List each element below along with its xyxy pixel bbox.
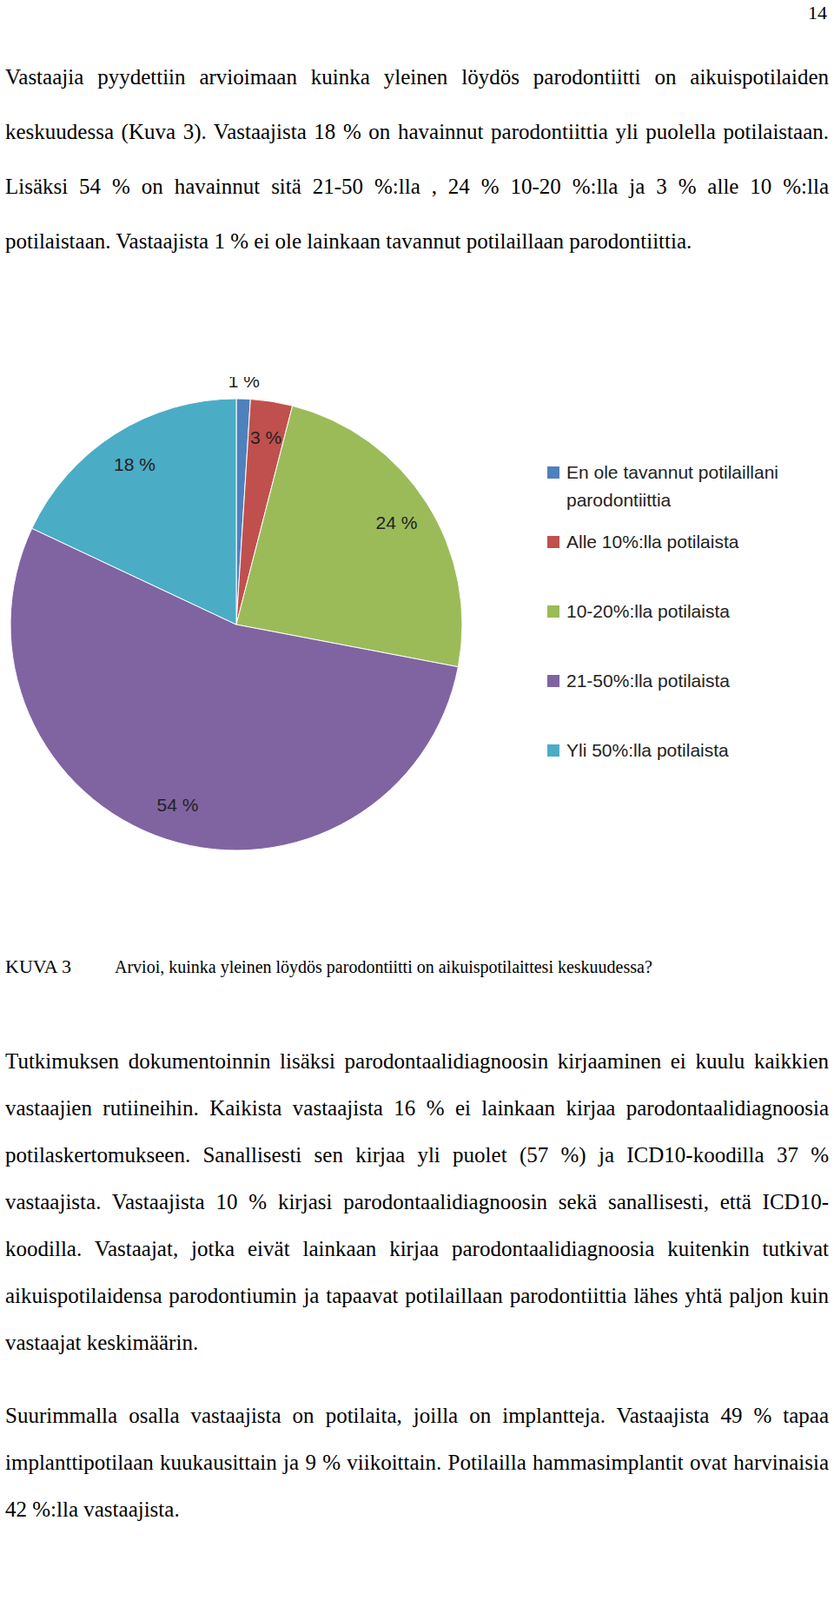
html-text:Vastaajia pyydettiin arvioimaa: Vastaajia pyydettiin arvioimaan kuinka y… <box>5 65 829 253</box>
html-text:Arvioi, kuinka yleinen löydös: Arvioi, kuinka yleinen löydös parodontii… <box>114 957 653 977</box>
html-text:KUVA 3: KUVA 3 <box>5 955 72 978</box>
html-text:14: 14 <box>807 1 828 24</box>
html-text:21-50%:lla potilaista: 21-50%:lla potilaista <box>566 670 730 691</box>
html-text:Alle 10%:lla potilaista: Alle 10%:lla potilaista <box>566 531 739 552</box>
html-text:Yli 50%:lla potilaista: Yli 50%:lla potilaista <box>566 740 729 761</box>
html-text:Tutkimuksen dokumentoinnin lis: Tutkimuksen dokumentoinnin lisäksi parod… <box>5 1049 829 1355</box>
svg-text:24 %: 24 % <box>375 512 417 533</box>
svg-text:54 %: 54 % <box>157 794 199 815</box>
html-text:Suurimmalla osalla vastaajista: Suurimmalla osalla vastaajista on potila… <box>5 1403 829 1522</box>
svg-text:1 %: 1 % <box>228 377 260 391</box>
svg-text:18 %: 18 % <box>113 454 156 475</box>
svg-text:3 %: 3 % <box>250 427 282 448</box>
html-text:10-20%:lla potilaista: 10-20%:lla potilaista <box>566 601 730 622</box>
html-text:En ole tavannut potilaillani p: En ole tavannut potilaillani parodontiit… <box>566 462 779 510</box>
